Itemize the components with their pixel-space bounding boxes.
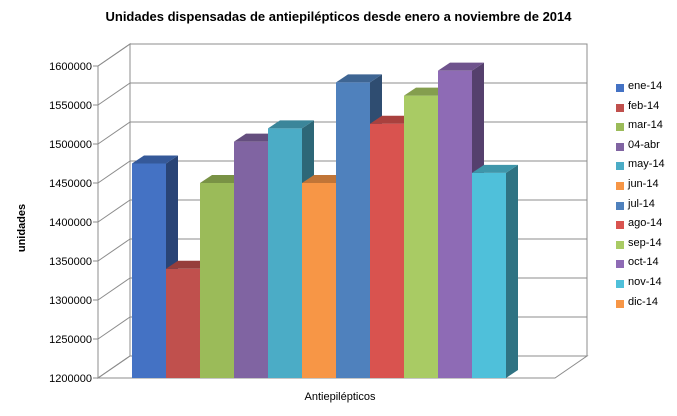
y-tick-label: 1500000 [49,139,92,151]
legend-item: dic-14 [610,296,676,316]
gridline [97,43,587,67]
bar-front [200,183,234,378]
legend-item: mar-14 [610,119,676,139]
legend-label: oct-14 [628,256,659,269]
chart-title: Unidades dispensadas de antiepilépticos … [105,9,572,24]
legend-item: feb-14 [610,100,676,120]
bar-top [472,164,518,173]
bar-front [370,123,404,378]
legend-swatch [616,84,624,92]
bar-front [438,70,472,379]
legend-swatch [616,201,624,210]
legend-item: ene-14 [610,80,676,100]
bar-top [132,155,178,164]
bar-front [472,172,506,378]
legend-swatch [616,279,624,288]
bar-front [234,141,268,378]
legend-swatch [616,103,624,112]
bar-nov-14 [472,164,518,378]
y-tick-label: 1200000 [49,373,92,385]
bars [132,62,518,379]
bar-front [132,163,166,378]
legend-swatch [616,123,624,132]
legend-label: may-14 [628,158,665,171]
bar-top [438,62,484,71]
x-axis-label: Antiepilépticos [304,391,376,403]
legend-label: jul-14 [628,197,655,210]
legend: ene-14 feb-14 mar-14 04-abr may-14 jun-14 jul-… [610,80,676,315]
y-tick-label: 1250000 [49,334,92,346]
legend-label: nov-14 [628,275,662,288]
gridline [97,82,587,106]
legend-swatch [616,299,624,308]
bar-front [336,82,370,378]
y-tick-label: 1350000 [49,256,92,268]
y-tick-label: 1400000 [49,217,92,229]
legend-swatch [616,162,624,171]
y-tick-label: 1450000 [49,178,92,190]
y-tick-label: 1300000 [49,295,92,307]
legend-item: may-14 [610,158,676,178]
bar-front [166,268,200,378]
legend-label: sep-14 [628,236,662,249]
legend-label: feb-14 [628,99,660,112]
y-axis-label: unidades [16,203,28,253]
legend-label: ago-14 [628,217,663,230]
y-axis-ticks: 1200000 1250000 1300000 1350000 1400000 14500… [49,61,92,385]
legend-item: jun-14 [610,178,676,198]
legend-item: oct-14 [610,256,676,276]
legend-label: mar-14 [628,119,663,132]
legend-item: sep-14 [610,237,676,257]
legend-swatch [616,240,624,249]
legend-item: ago-14 [610,217,676,237]
bar-front [404,95,438,378]
legend-item: 04-abr [610,139,676,159]
bar-top [336,74,382,83]
legend-swatch [616,260,624,269]
legend-swatch [616,221,624,230]
bar-front [268,128,302,378]
legend-label: 04-abr [628,138,660,151]
y-tick-label: 1550000 [49,100,92,112]
bar-front [302,183,336,378]
bar-top [268,120,314,129]
y-tick-label: 1600000 [49,61,92,73]
legend-swatch [616,142,624,151]
bar-side [506,164,518,378]
legend-swatch [616,181,624,190]
legend-label: dic-14 [628,295,658,308]
legend-label: jun-14 [628,177,659,190]
legend-item: jul-14 [610,198,676,218]
legend-item: nov-14 [610,276,676,296]
legend-label: ene-14 [628,80,663,92]
